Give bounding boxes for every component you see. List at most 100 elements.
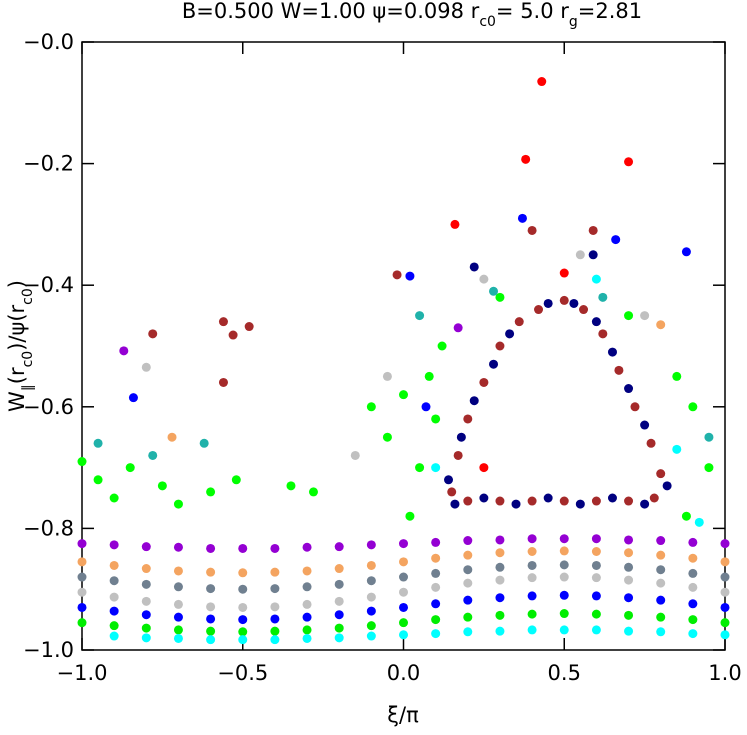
point [463,550,473,560]
point [334,579,344,589]
point [656,320,666,330]
point [656,469,666,479]
point [399,587,408,597]
point [720,618,730,628]
point [453,323,463,333]
point [399,557,408,567]
point [77,602,87,612]
point [392,270,402,280]
point [688,599,698,609]
point [575,250,585,260]
point [656,550,666,560]
point [681,247,691,257]
point [640,311,650,321]
point [534,305,544,315]
point [624,384,634,394]
point [614,365,624,375]
point [591,625,601,635]
point [399,390,408,400]
point [495,341,505,351]
point [109,621,119,631]
point [421,402,431,412]
point [218,377,228,387]
point [514,317,524,327]
point [720,539,730,549]
point [199,438,209,448]
point [431,568,441,578]
point [302,542,312,552]
point [559,572,569,582]
point [244,322,254,332]
point [672,444,682,454]
point [720,602,730,612]
point [109,631,119,641]
point [640,420,650,430]
point [479,493,489,503]
point [630,402,640,412]
point [688,629,698,639]
point [173,599,183,609]
point [656,578,666,588]
point [405,511,415,521]
point [238,615,248,625]
point [238,543,248,553]
point [206,543,216,553]
point [591,560,601,570]
point [141,564,151,574]
point [444,475,454,485]
point [624,575,634,585]
point [624,562,634,572]
point [646,438,656,448]
point [302,625,312,635]
point [463,595,473,605]
point [431,414,441,424]
point [505,329,515,339]
point [270,614,280,624]
point [649,493,659,503]
point [579,305,589,315]
point [109,606,119,616]
point [543,493,553,503]
point [366,560,376,570]
point [270,626,280,636]
point [366,621,376,631]
point [270,543,280,553]
point [463,536,473,546]
label-part: = 5.0 r [496,0,569,23]
label-part: g [569,14,578,30]
point [559,625,569,635]
point [173,625,183,635]
point [334,542,344,552]
point [720,587,730,597]
point [399,572,408,582]
point [559,546,569,556]
point [624,311,634,321]
point [366,631,376,641]
point [238,584,248,594]
point [366,606,376,616]
point [575,499,585,509]
point [238,568,248,578]
x-tick-label: 1.0 [708,661,741,685]
point [591,534,601,544]
point [366,576,376,586]
point [495,292,505,302]
point [334,564,344,574]
point [302,582,312,592]
point [366,540,376,550]
y-tick-label: −0.8 [23,516,74,540]
point [415,463,425,473]
point [517,213,527,223]
point [463,565,473,575]
label-part: =2.81 [578,0,642,23]
point [424,371,434,381]
point [527,547,537,557]
point [431,463,441,473]
point [527,625,537,635]
point [302,633,312,643]
point [588,250,598,260]
y-tick-label: −0.2 [23,152,74,176]
point [527,496,537,506]
point [569,298,579,308]
point [598,329,608,339]
